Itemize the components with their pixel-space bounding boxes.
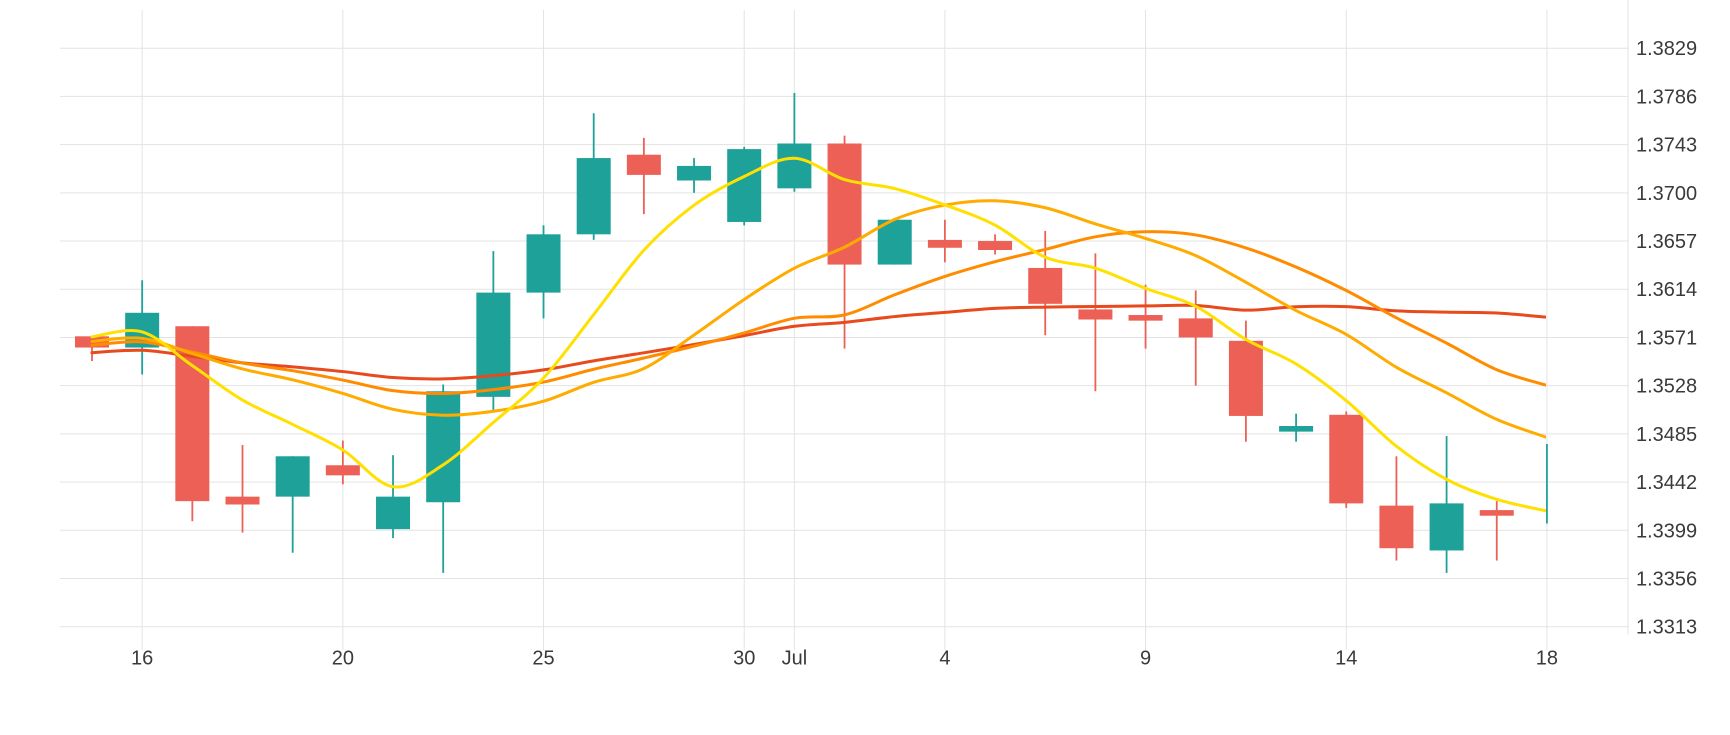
svg-text:1.3700: 1.3700	[1636, 183, 1697, 205]
svg-text:1.3399: 1.3399	[1636, 520, 1697, 542]
svg-text:4: 4	[939, 648, 950, 670]
svg-text:9: 9	[1140, 648, 1151, 670]
svg-text:1.3786: 1.3786	[1636, 86, 1697, 108]
svg-text:1.3528: 1.3528	[1636, 376, 1697, 398]
svg-text:16: 16	[131, 648, 153, 670]
svg-text:1.3657: 1.3657	[1636, 231, 1697, 253]
svg-text:1.3442: 1.3442	[1636, 472, 1697, 494]
svg-text:30: 30	[733, 648, 755, 670]
svg-text:1.3571: 1.3571	[1636, 327, 1697, 349]
svg-text:Jul: Jul	[782, 648, 808, 670]
svg-text:1.3829: 1.3829	[1636, 38, 1697, 60]
svg-text:20: 20	[332, 648, 354, 670]
svg-text:1.3485: 1.3485	[1636, 424, 1697, 446]
svg-text:1.3356: 1.3356	[1636, 568, 1697, 590]
svg-text:1.3313: 1.3313	[1636, 617, 1697, 639]
svg-text:25: 25	[532, 648, 554, 670]
svg-text:18: 18	[1536, 648, 1558, 670]
svg-text:14: 14	[1335, 648, 1357, 670]
svg-text:1.3614: 1.3614	[1636, 279, 1697, 301]
svg-text:1.3743: 1.3743	[1636, 135, 1697, 157]
